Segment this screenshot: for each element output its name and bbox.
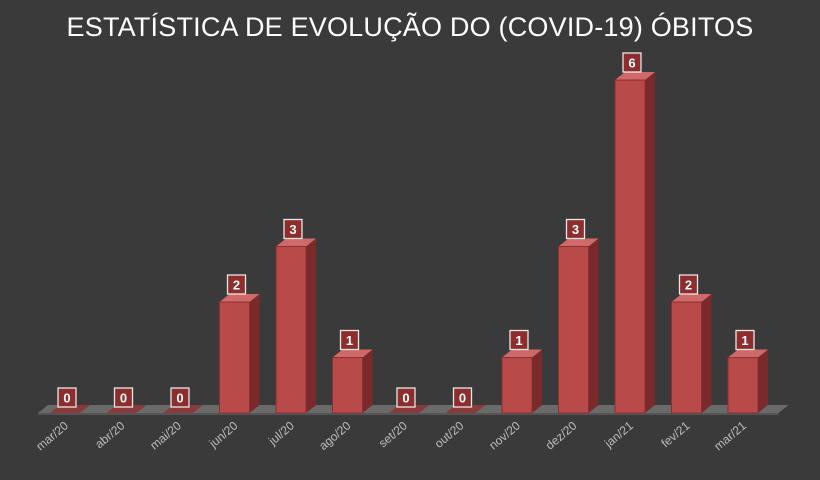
bar — [501, 357, 533, 414]
data-label-box — [565, 218, 586, 240]
bar-side — [362, 349, 373, 413]
data-label: 1 — [346, 333, 353, 348]
bar — [671, 301, 702, 414]
data-label-box — [113, 387, 134, 408]
bar-side — [306, 238, 316, 413]
data-label: 0 — [459, 391, 466, 406]
x-tick-label: jan/21 — [601, 418, 636, 451]
data-label: 1 — [515, 333, 522, 348]
bar — [219, 301, 250, 414]
bar — [275, 246, 307, 414]
x-tick-label: ago/20 — [316, 418, 353, 453]
x-tick-label: dez/20 — [543, 418, 580, 452]
bar-top — [219, 294, 260, 302]
bar-side — [249, 294, 260, 413]
bar-side — [645, 72, 655, 413]
x-tick-label: jul/20 — [265, 418, 297, 448]
data-label: 2 — [233, 278, 240, 293]
data-label-box — [622, 52, 642, 73]
x-tick-label: fev/21 — [658, 418, 692, 450]
bar — [614, 79, 646, 414]
data-label-box — [226, 274, 247, 295]
data-label-box — [735, 329, 755, 351]
bar-top — [558, 238, 599, 247]
data-label-box — [509, 329, 529, 351]
data-label-box — [170, 387, 190, 408]
data-label-box — [283, 218, 303, 240]
x-tick-label: abr/20 — [92, 418, 127, 451]
bar-top — [332, 349, 373, 358]
data-label: 3 — [289, 222, 296, 237]
bar-top — [728, 349, 768, 358]
data-label: 0 — [402, 391, 409, 406]
x-tick-label: mai/20 — [147, 418, 184, 452]
x-tick-label: mar/20 — [33, 418, 71, 453]
bar-top — [615, 72, 655, 80]
data-label-box — [452, 387, 473, 408]
bar — [558, 246, 589, 414]
x-tick-label: jun/20 — [206, 418, 241, 451]
chart-title: ESTATÍSTICA DE EVOLUÇÃO DO (COVID-19) ÓB… — [66, 12, 754, 42]
data-label-box — [57, 387, 77, 408]
data-label: 0 — [120, 391, 127, 406]
data-label: 3 — [572, 222, 579, 237]
x-tick-label: out/20 — [432, 418, 467, 450]
data-label: 2 — [685, 278, 692, 293]
bar-side — [758, 349, 768, 413]
x-tick-label: mar/21 — [711, 418, 749, 453]
bar — [727, 357, 759, 414]
data-label: 0 — [176, 391, 183, 406]
bar-side — [588, 238, 599, 413]
bar-side — [532, 349, 542, 413]
bar-top — [671, 294, 712, 302]
bar-side — [701, 294, 712, 413]
data-label-box — [339, 329, 360, 351]
bar-top — [502, 349, 542, 358]
x-tick-label: nov/20 — [486, 418, 523, 452]
x-tick-label: set/20 — [376, 418, 410, 450]
bar-top — [276, 238, 316, 247]
data-label: 6 — [628, 56, 635, 71]
data-label-box — [678, 274, 699, 295]
data-label: 1 — [741, 333, 748, 348]
chart-floor-edge — [38, 413, 779, 415]
bar — [332, 357, 363, 414]
data-label: 0 — [63, 391, 70, 406]
data-label-box — [396, 387, 416, 408]
